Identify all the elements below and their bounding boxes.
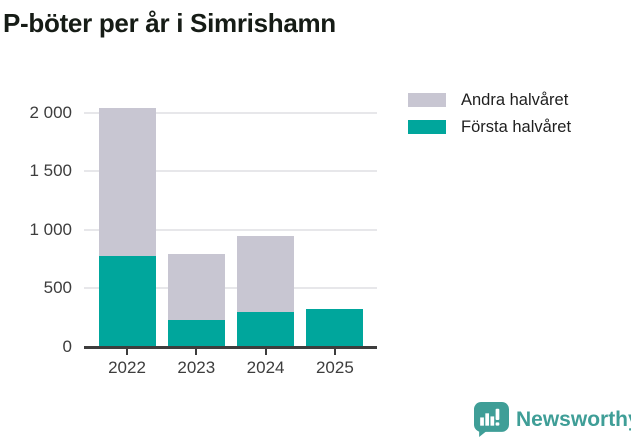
legend-item-andra-halvaret: Andra halvåret [408, 90, 571, 110]
bar-segment-2022 [98, 255, 156, 347]
bar-segment-2024 [237, 235, 295, 312]
bar-segment-2022 [98, 107, 156, 256]
legend: Andra halvåret Första halvåret [408, 90, 571, 144]
gridline [84, 228, 377, 231]
legend-label: Första halvåret [461, 117, 572, 136]
x-tick-label: 2022 [108, 358, 146, 377]
gridline [84, 111, 377, 114]
gridline [84, 170, 377, 173]
x-axis-line [84, 346, 377, 349]
y-tick-label: 1 500 [29, 161, 72, 181]
legend-label: Andra halvåret [461, 90, 569, 109]
y-tick-label: 1 000 [29, 219, 72, 239]
brand-name: Newsworthy [516, 407, 631, 431]
legend-swatch-forsta-halvaret [408, 120, 446, 134]
legend-item-forsta-halvaret: Första halvåret [408, 117, 571, 137]
bar-segment-2023 [167, 253, 225, 321]
bar-segment-2025 [306, 308, 364, 347]
x-tick-mark [264, 349, 267, 355]
newsworthy-bubble-icon [474, 402, 509, 437]
y-tick-label: 2 000 [29, 102, 72, 122]
bar-segment-2024 [237, 311, 295, 347]
legend-swatch-andra-halvaret [408, 93, 446, 107]
y-axis: 0 500 1 000 1 500 2 000 [0, 95, 72, 356]
plot-area [84, 95, 377, 347]
gridline [84, 287, 377, 290]
chart-title: P-böter per år i Simrishamn [3, 8, 336, 38]
x-tick-mark [333, 349, 336, 355]
x-tick-mark [126, 349, 128, 355]
newsworthy-logo[interactable]: Newsworthy [474, 402, 631, 437]
x-tick-label: 2024 [246, 358, 285, 377]
bar-segment-2023 [167, 320, 225, 347]
x-tick-mark [195, 349, 198, 355]
x-tick-label: 2023 [177, 358, 216, 377]
y-tick-label: 0 [62, 337, 72, 356]
y-tick-label: 500 [43, 278, 72, 298]
x-tick-label: 2025 [315, 358, 354, 377]
